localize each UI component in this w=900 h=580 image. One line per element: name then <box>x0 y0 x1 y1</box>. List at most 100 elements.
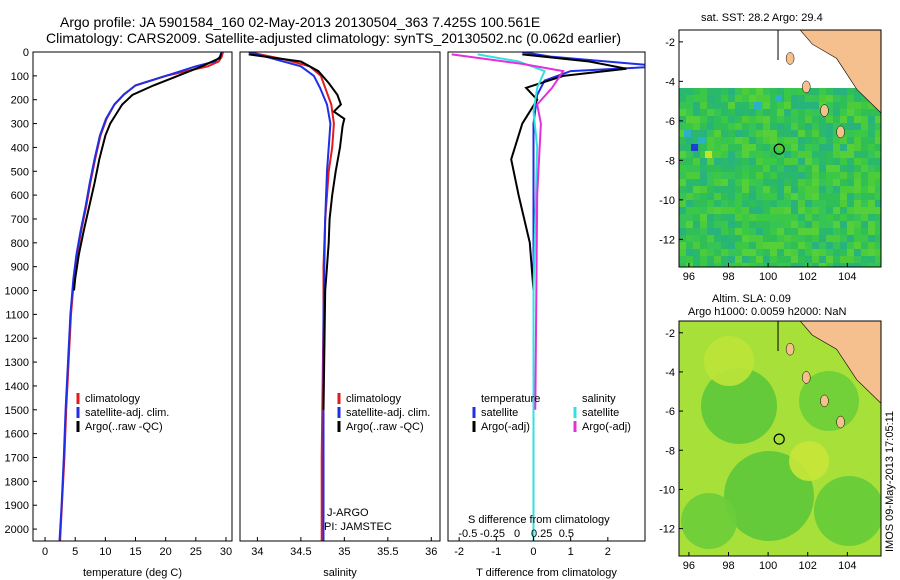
sst-cell <box>875 109 881 116</box>
sst-cell <box>833 214 840 221</box>
sst-cell <box>868 242 875 249</box>
sst-cell <box>861 249 868 256</box>
legend-entry: satellite <box>481 407 518 419</box>
sst-cell <box>700 88 707 95</box>
sst-cell <box>721 242 728 249</box>
sst-cell <box>840 151 847 158</box>
sst-cell <box>777 228 784 235</box>
sst-cell <box>854 123 861 130</box>
sla-map-title-line2: Argo h1000: 0.0059 h2000: NaN <box>688 306 846 318</box>
y-tick-label: 900 <box>11 262 29 274</box>
sst-cell <box>812 221 819 228</box>
sst-cell <box>749 214 756 221</box>
sst-cell <box>693 137 700 144</box>
sst-cell <box>791 172 798 179</box>
sst-cell <box>861 102 868 109</box>
sst-cell <box>784 137 791 144</box>
sst-cell <box>812 95 819 102</box>
sst-cell <box>686 186 693 193</box>
sst-cell <box>784 200 791 207</box>
sst-cell <box>770 263 777 267</box>
sst-cell <box>721 158 728 165</box>
y-tick-label: 0 <box>23 47 29 59</box>
legend-entry: satellite <box>582 407 619 419</box>
sst-cell <box>840 193 847 200</box>
sst-cell <box>861 186 868 193</box>
legend-entry: satellite-adj. clim. <box>85 407 169 419</box>
sst-cell <box>707 214 714 221</box>
sst-cell <box>861 221 868 228</box>
y-tick-label: 400 <box>11 142 29 154</box>
sst-cell <box>805 116 812 123</box>
sla-blob <box>799 371 859 431</box>
sst-cell <box>749 102 756 109</box>
sst-cell <box>791 144 798 151</box>
sst-cell <box>861 256 868 263</box>
sst-cell <box>854 88 861 95</box>
sst-cell <box>777 193 784 200</box>
sst-cell <box>854 116 861 123</box>
sst-cell <box>819 130 826 137</box>
sst-cell <box>679 151 686 158</box>
sst-cell <box>847 165 854 172</box>
sst-cell <box>812 207 819 214</box>
sst-cell <box>763 165 770 172</box>
sst-cell <box>714 172 721 179</box>
sst-cell <box>770 249 777 256</box>
sst-cell <box>812 102 819 109</box>
sst-cell <box>791 221 798 228</box>
sst-cell <box>700 263 707 267</box>
sst-cell <box>679 116 686 123</box>
sst-cell <box>784 130 791 137</box>
sst-cell <box>861 242 868 249</box>
sst-cell <box>707 165 714 172</box>
sst-cell <box>847 179 854 186</box>
sst-cell <box>861 95 868 102</box>
sst-cell <box>847 88 854 95</box>
sst-cell <box>735 109 742 116</box>
sst-cell <box>742 256 749 263</box>
sst-cell <box>770 130 777 137</box>
sst-cell <box>714 193 721 200</box>
sst-cell <box>721 207 728 214</box>
sst-cell <box>679 95 686 102</box>
sst-cell <box>749 186 756 193</box>
map-y-tick-label: -8 <box>665 155 675 167</box>
sst-cell <box>777 165 784 172</box>
sst-cell <box>798 151 805 158</box>
sst-cell <box>812 172 819 179</box>
sst-cell <box>854 179 861 186</box>
sst-cell <box>749 123 756 130</box>
sst-cell <box>826 151 833 158</box>
sst-cell <box>686 109 693 116</box>
sst-cell <box>686 151 693 158</box>
sst-cell <box>749 200 756 207</box>
sst-cell <box>707 228 714 235</box>
sst-cell <box>749 179 756 186</box>
sst-cell <box>756 256 763 263</box>
map-x-tick-label: 98 <box>722 560 734 572</box>
sst-cell <box>679 235 686 242</box>
legend-heading-salinity: salinity <box>582 393 616 405</box>
sst-cell <box>735 151 742 158</box>
sst-cell <box>728 172 735 179</box>
sst-cell <box>791 256 798 263</box>
sst-cell <box>714 263 721 267</box>
sst-cell <box>728 249 735 256</box>
sst-cell <box>714 221 721 228</box>
sst-cell <box>686 256 693 263</box>
sst-cell <box>840 88 847 95</box>
sst-cell <box>819 172 826 179</box>
sst-cell <box>749 221 756 228</box>
sst-cell <box>791 214 798 221</box>
sst-cell <box>742 207 749 214</box>
sst-cell <box>798 158 805 165</box>
sst-cell <box>714 228 721 235</box>
sst-cell <box>812 214 819 221</box>
y-tick-label: 500 <box>11 166 29 178</box>
sst-cell <box>791 123 798 130</box>
sst-cell <box>770 221 777 228</box>
sst-cell <box>707 137 714 144</box>
sst-cell <box>714 256 721 263</box>
